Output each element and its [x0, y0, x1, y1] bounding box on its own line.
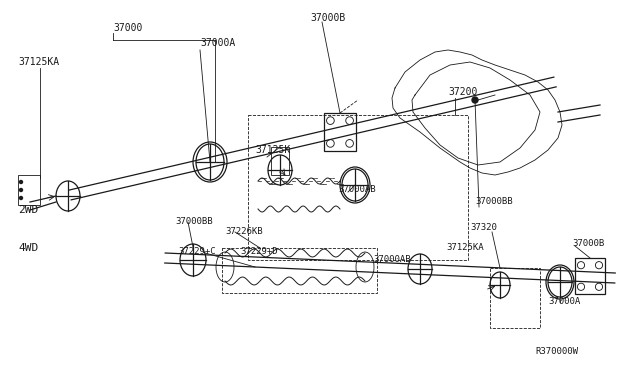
Text: 2WD: 2WD	[18, 205, 38, 215]
Bar	[575, 258, 605, 294]
Text: 37229+C: 37229+C	[178, 247, 216, 257]
Text: 37125KA: 37125KA	[18, 57, 59, 67]
Text: 37000: 37000	[113, 23, 142, 33]
Circle shape	[19, 196, 22, 199]
Text: 37000AB: 37000AB	[338, 185, 376, 193]
Bar	[324, 113, 356, 151]
Text: 37125KA: 37125KA	[446, 244, 484, 253]
Bar	[248, 115, 468, 260]
Text: R370000W: R370000W	[535, 347, 578, 356]
Text: 37320: 37320	[470, 224, 497, 232]
Text: 37000A: 37000A	[548, 298, 580, 307]
Text: 37200: 37200	[448, 87, 477, 97]
Circle shape	[19, 180, 22, 183]
Text: 4WD: 4WD	[18, 243, 38, 253]
Text: 37000BB: 37000BB	[475, 198, 513, 206]
Text: 37000AB: 37000AB	[373, 256, 411, 264]
Text: 37000BB: 37000BB	[175, 218, 212, 227]
Text: 37000B: 37000B	[572, 240, 604, 248]
Bar	[18, 175, 40, 205]
Circle shape	[19, 189, 22, 192]
Text: 37125K: 37125K	[255, 145, 291, 155]
Circle shape	[472, 97, 478, 103]
Bar	[490, 268, 540, 328]
Text: 37226KB: 37226KB	[225, 228, 262, 237]
Text: 37229+D: 37229+D	[240, 247, 278, 257]
Text: 37000A: 37000A	[200, 38, 236, 48]
Bar	[271, 147, 289, 175]
Text: 37000B: 37000B	[310, 13, 345, 23]
Bar	[222, 248, 377, 293]
